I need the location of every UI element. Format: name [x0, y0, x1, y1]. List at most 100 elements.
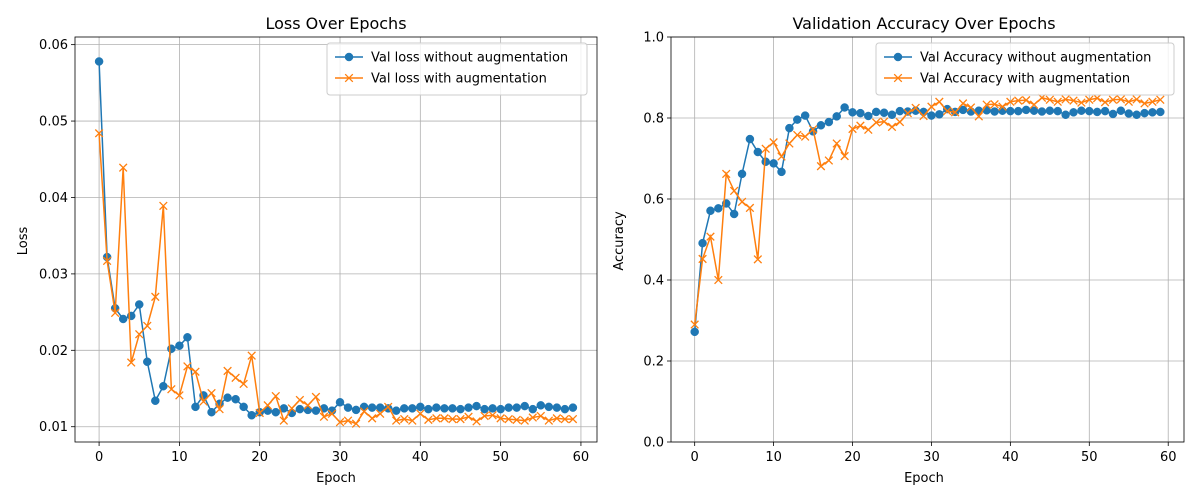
data-point: [1156, 95, 1165, 105]
y-tick-label: 0.8: [643, 112, 664, 127]
data-point: [745, 203, 755, 213]
data-point: [126, 358, 136, 367]
data-point: [263, 406, 272, 415]
data-point: [864, 125, 873, 135]
data-point: [903, 108, 913, 118]
data-point: [568, 403, 578, 412]
data-point: [1116, 106, 1126, 115]
data-point: [998, 106, 1007, 115]
data-point: [480, 411, 489, 421]
data-point: [1140, 108, 1149, 118]
data-point: [1148, 97, 1157, 107]
data-point: [824, 156, 834, 165]
x-tick-label: 60: [573, 450, 590, 465]
data-point: [448, 404, 457, 413]
data-point: [1006, 106, 1015, 116]
data-point: [424, 404, 433, 414]
data-point: [848, 108, 857, 117]
data-point: [311, 392, 321, 402]
data-point: [512, 415, 521, 425]
data-point: [1029, 100, 1039, 109]
data-point: [151, 396, 160, 405]
data-point: [287, 404, 297, 413]
data-point: [191, 402, 200, 412]
data-point: [871, 107, 881, 117]
y-tick-label: 0.05: [39, 115, 68, 130]
x-tick-label: 40: [412, 450, 429, 465]
x-tick-label: 60: [1160, 450, 1177, 465]
data-point: [544, 402, 554, 412]
data-point: [1069, 96, 1078, 105]
data-point: [134, 329, 144, 339]
data-point: [1053, 97, 1062, 107]
data-point: [351, 419, 361, 428]
data-point: [359, 402, 369, 412]
ticks: 0 10 20 30 40 50 60 0.0 0.2 0.4 0.6 0.8 1.0: [643, 31, 1176, 466]
data-point: [769, 159, 778, 168]
y-tick-label: 0.01: [39, 420, 68, 435]
data-point: [560, 414, 570, 424]
data-point: [175, 391, 184, 400]
data-point: [990, 99, 999, 109]
data-point: [327, 409, 337, 418]
chart-title: Validation Accuracy Over Epochs: [792, 14, 1055, 33]
x-tick-label: 0: [95, 450, 103, 465]
data-point: [94, 129, 104, 138]
data-point: [982, 100, 991, 109]
legend-box: [875, 42, 1175, 96]
data-point: [990, 107, 999, 116]
data-point: [512, 403, 521, 412]
data-point: [714, 204, 723, 213]
data-point: [416, 409, 425, 418]
data-point: [207, 388, 216, 398]
x-tick-label: 50: [492, 450, 509, 465]
data-point: [504, 403, 513, 412]
data-point: [1077, 98, 1086, 107]
data-point: [344, 73, 354, 83]
x-tick-label: 0: [691, 450, 699, 465]
data-point: [247, 411, 256, 420]
data-point: [840, 151, 849, 161]
data-point: [761, 144, 770, 154]
data-point: [408, 404, 417, 413]
chart-title: Loss Over Epochs: [265, 14, 406, 33]
data-point: [279, 416, 289, 425]
data-point: [520, 416, 529, 425]
data-point: [1021, 105, 1031, 115]
data-point: [777, 167, 786, 177]
data-point: [199, 397, 208, 406]
data-point: [118, 163, 128, 172]
data-point: [432, 414, 441, 423]
data-point: [408, 416, 417, 425]
y-tick-label: 0.0: [643, 436, 664, 451]
data-point: [335, 417, 345, 427]
x-tick-label: 10: [765, 450, 782, 465]
data-point: [879, 108, 889, 117]
data-point: [143, 321, 152, 331]
data-point: [464, 412, 473, 422]
data-point: [167, 385, 176, 394]
data-point: [729, 186, 739, 196]
data-point: [448, 414, 457, 424]
data-point: [159, 381, 168, 391]
data-point: [255, 408, 264, 418]
data-point: [785, 139, 794, 148]
data-point: [247, 351, 256, 360]
data-point: [568, 414, 578, 424]
data-point: [800, 111, 810, 120]
legend-box: [326, 42, 588, 96]
data-point: [528, 413, 538, 422]
data-point: [295, 404, 305, 414]
data-point: [785, 123, 794, 133]
data-point: [367, 403, 377, 412]
x-tick-label: 50: [1081, 450, 1098, 465]
data-point: [552, 414, 562, 423]
data-point: [887, 110, 897, 120]
data-point: [714, 275, 723, 285]
data-point: [1092, 93, 1102, 103]
data-point: [1085, 106, 1094, 116]
data-point: [871, 118, 881, 127]
legend-label: Val loss with augmentation: [371, 72, 547, 87]
series-without-augmentation: [94, 57, 578, 420]
